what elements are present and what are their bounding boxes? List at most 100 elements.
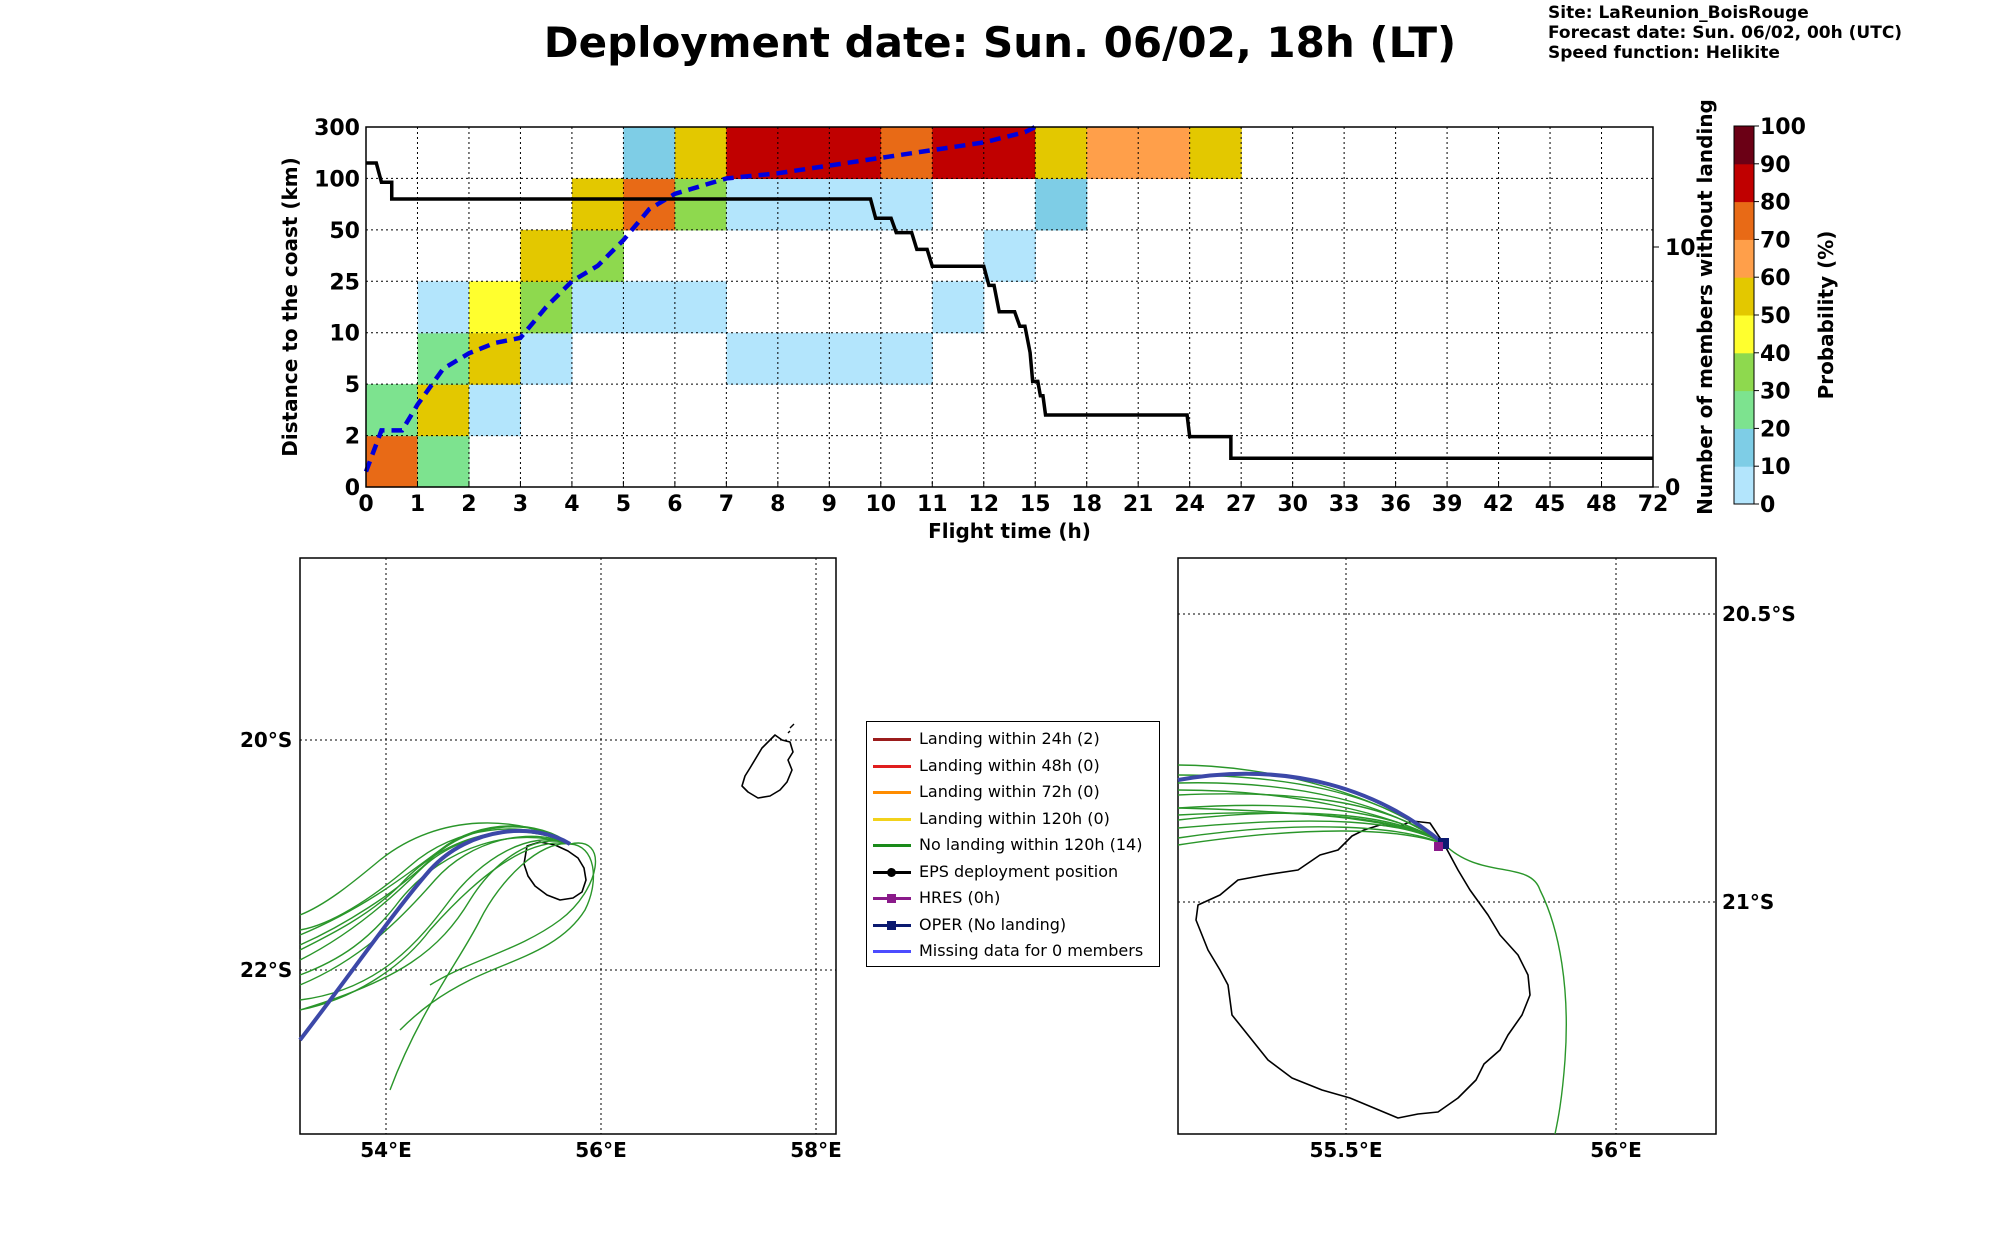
map-frame (299, 557, 837, 1135)
heatmap-cell (1035, 127, 1088, 180)
x-tick-label: 1 (410, 492, 425, 517)
y-axis-label: Distance to the coast (km) (278, 157, 302, 457)
colorbar-tick-label: 100 (1760, 115, 1806, 140)
legend-item: Landing within 24h (2) (867, 726, 1159, 752)
colorbar-bin (1734, 277, 1754, 316)
eps-member-track (1177, 782, 1445, 845)
x-tick-label: 48 (1586, 492, 1617, 517)
y-tick-label: 10 (329, 322, 360, 347)
x-tick-label: 18 (1071, 492, 1102, 517)
x-tick-label: 27 (1226, 492, 1257, 517)
heatmap-cell (726, 127, 779, 180)
probability-colorbar: 0 10 20 30 40 50 60 70 80 90 100 Probability (%) (1733, 115, 1838, 518)
map-lon-label: 56°E (1590, 1138, 1642, 1162)
colorbar-bin (1734, 466, 1754, 505)
chart-title: Deployment date: Sun. 06/02, 18h (LT) (543, 18, 1457, 67)
eps-member-track (299, 835, 571, 986)
heatmap-cells (366, 127, 1242, 488)
map-lat-label: 20°S (240, 728, 292, 752)
legend-label: Landing within 120h (0) (919, 808, 1110, 828)
colorbar-tick-label: 50 (1760, 304, 1791, 329)
map-zoom: 55.5°E 56°E 20.5°S 21°S (1177, 557, 1796, 1162)
map-lat-label: 22°S (240, 958, 292, 982)
eps-member-track (299, 822, 571, 916)
legend-label: Landing within 24h (2) (919, 729, 1100, 748)
x-tick-label: 5 (616, 492, 631, 517)
legend-label: Landing within 72h (0) (919, 782, 1100, 801)
median-distance-line (363, 124, 1037, 473)
y-right-tick-label: 10 (1665, 236, 1696, 261)
map-lon-label: 56°E (575, 1138, 627, 1162)
heatmap-cell (571, 281, 624, 334)
reunion-outline (523, 841, 587, 901)
x-tick-label: 15 (1020, 492, 1051, 517)
heatmap-cell (571, 178, 624, 231)
heatmap-cell (777, 178, 830, 231)
colorbar-bin (1734, 428, 1754, 467)
heatmap-cell (983, 229, 1036, 282)
x-tick-label: 21 (1123, 492, 1154, 517)
heatmap-axes: 0 1 2 3 4 5 6 7 8 9 10 11 12 15 18 21 24 27 30 33 36 39 42 45 48… (278, 99, 1717, 543)
eps-member-track (399, 843, 595, 1031)
legend-swatch (873, 867, 911, 877)
eps-member-track (299, 840, 571, 1011)
heatmap-cell (726, 178, 779, 231)
heatmap-cell (468, 332, 522, 385)
island-fragment (787, 723, 795, 734)
heatmap-cell (829, 332, 882, 385)
heatmap-cell (932, 127, 985, 180)
legend-label: No landing within 120h (14) (919, 835, 1143, 854)
heatmap-cell (366, 435, 419, 488)
eps-member-track (299, 831, 571, 961)
map-lon-label: 58°E (790, 1138, 842, 1162)
colorbar-tick-label: 90 (1760, 153, 1791, 178)
colorbar-tick-label: 10 (1760, 455, 1791, 480)
heatmap-cell (932, 281, 985, 334)
oper-track (298, 828, 572, 1042)
y-tick-label: 2 (345, 425, 360, 450)
y-tick-label: 5 (345, 373, 360, 398)
heatmap-cell (417, 281, 470, 334)
x-tick-label: 12 (968, 492, 999, 517)
site-label: Site: LaReunion_BoisRouge (1548, 3, 1809, 23)
legend-swatch (873, 950, 911, 953)
colorbar-tick-label: 20 (1760, 417, 1791, 442)
heatmap-cell (520, 229, 573, 282)
y-right-axis-label: Number of members without landing (1693, 99, 1717, 515)
x-tick-label: 39 (1432, 492, 1463, 517)
heatmap-cell (623, 178, 676, 231)
heatmap-cell (674, 281, 727, 334)
oper-track (1177, 771, 1446, 846)
y-right-tick-label: 0 (1665, 476, 1680, 501)
legend-marker (887, 867, 896, 877)
heatmap-cell (880, 178, 933, 231)
legend-swatch (873, 817, 911, 821)
x-tick-label: 0 (358, 492, 373, 517)
eps-member-track (299, 839, 571, 1001)
x-tick-label: 8 (770, 492, 785, 517)
colorbar-tick-label: 60 (1760, 266, 1791, 291)
eps-member-track (1177, 830, 1445, 846)
legend-swatch (873, 920, 911, 930)
heatmap-cell (468, 281, 522, 334)
eps-member-track (1177, 826, 1445, 845)
x-tick-label: 2 (461, 492, 476, 517)
x-axis-label: Flight time (h) (928, 519, 1091, 543)
x-tick-label: 33 (1329, 492, 1360, 517)
colorbar-bin (1734, 239, 1754, 278)
map-lat-label: 21°S (1722, 890, 1774, 914)
y-tick-label: 100 (314, 167, 360, 192)
heatmap-cell (829, 127, 882, 180)
legend-marker (887, 920, 896, 930)
colorbar-bin (1734, 163, 1754, 203)
legend-marker (887, 894, 896, 903)
legend-label: OPER (No landing) (919, 914, 1067, 934)
colorbar-label: Probability (%) (1814, 231, 1838, 400)
x-tick-label: 30 (1277, 492, 1308, 517)
colorbar-tick-label: 80 (1760, 191, 1791, 216)
heatmap-cell (726, 332, 779, 385)
colorbar-tick-label: 70 (1760, 228, 1791, 253)
legend-item: No landing within 120h (14) (867, 832, 1159, 858)
legend-item: EPS deployment position (867, 859, 1159, 885)
